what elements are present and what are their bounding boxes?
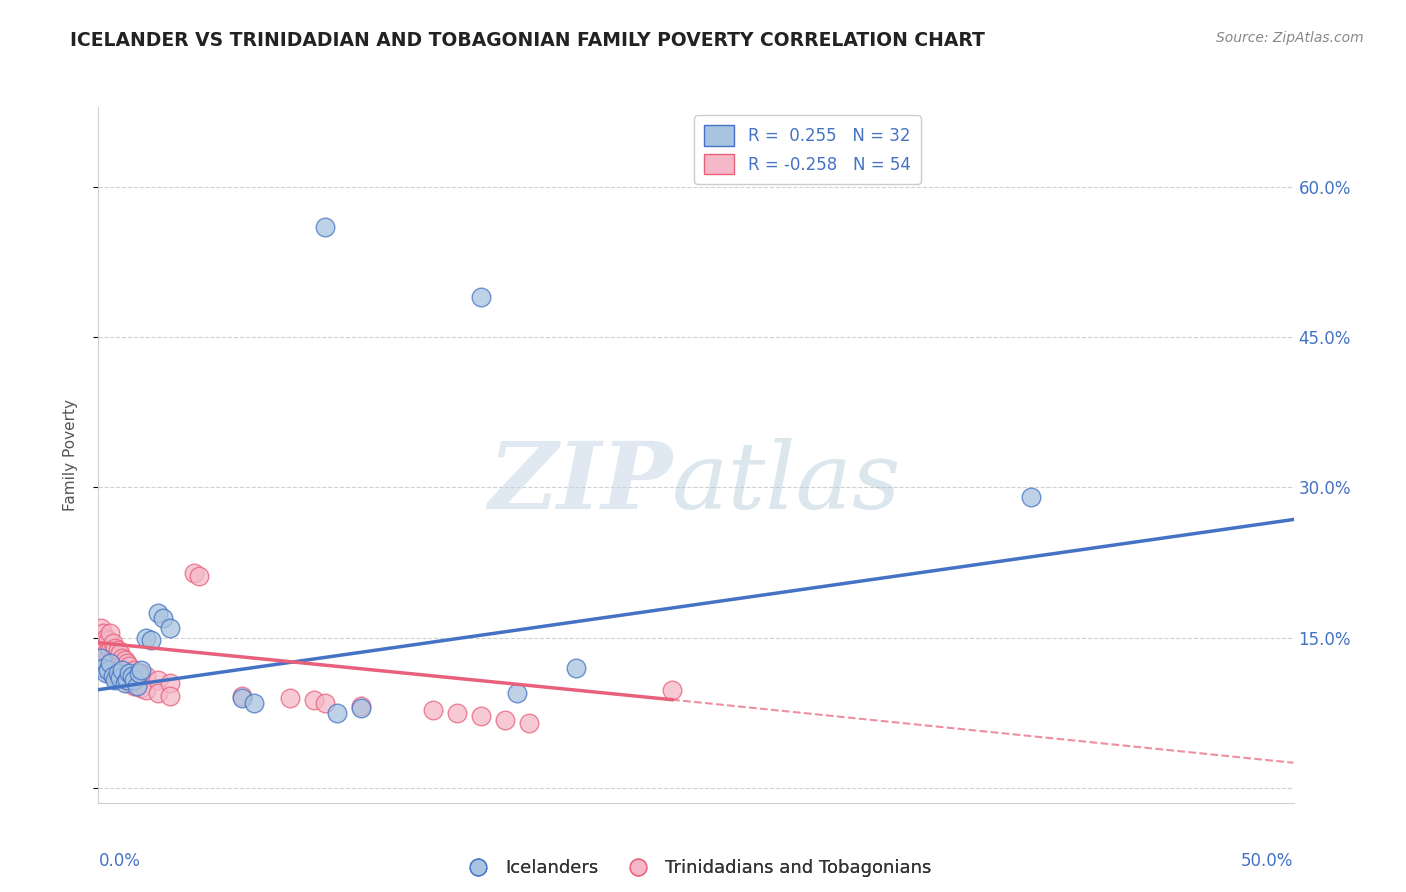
Point: [661, 682, 683, 697]
Point: [159, 675, 181, 690]
Point: [98, 656, 122, 670]
Point: [446, 706, 468, 720]
Point: [135, 668, 157, 682]
Point: [124, 679, 146, 693]
Point: [97, 663, 120, 677]
Point: [101, 650, 124, 665]
Point: [278, 690, 301, 705]
Point: [90, 650, 112, 665]
Point: [131, 681, 153, 695]
Point: [115, 673, 138, 687]
Point: [104, 640, 127, 655]
Point: [108, 646, 131, 660]
Text: 0.0%: 0.0%: [98, 852, 141, 870]
Point: [1019, 491, 1042, 505]
Point: [104, 673, 127, 687]
Point: [90, 635, 112, 649]
Point: [104, 656, 127, 670]
Point: [183, 566, 205, 580]
Point: [107, 642, 129, 657]
Point: [121, 668, 143, 682]
Point: [98, 665, 122, 680]
Point: [131, 665, 153, 680]
Point: [115, 656, 138, 670]
Point: [148, 606, 170, 620]
Legend: Icelanders, Trinidadians and Tobagonians: Icelanders, Trinidadians and Tobagonians: [453, 852, 939, 884]
Point: [91, 660, 114, 674]
Point: [101, 635, 124, 649]
Point: [231, 690, 253, 705]
Point: [94, 660, 117, 674]
Y-axis label: Family Poverty: Family Poverty: [63, 399, 77, 511]
Point: [124, 663, 146, 677]
Point: [111, 665, 134, 680]
Point: [152, 610, 174, 624]
Point: [231, 689, 253, 703]
Point: [91, 625, 114, 640]
Point: [131, 663, 153, 677]
Point: [470, 290, 492, 304]
Point: [91, 640, 114, 655]
Point: [494, 713, 516, 727]
Text: 50.0%: 50.0%: [1241, 852, 1294, 870]
Point: [125, 679, 148, 693]
Text: ICELANDER VS TRINIDADIAN AND TOBAGONIAN FAMILY POVERTY CORRELATION CHART: ICELANDER VS TRINIDADIAN AND TOBAGONIAN …: [70, 31, 986, 50]
Point: [148, 686, 170, 700]
Point: [97, 648, 120, 663]
Point: [107, 665, 129, 680]
Point: [326, 706, 349, 720]
Point: [111, 650, 134, 665]
Point: [159, 689, 181, 703]
Point: [350, 698, 373, 713]
Point: [114, 653, 136, 667]
Point: [94, 665, 117, 680]
Point: [97, 663, 120, 677]
Point: [108, 660, 131, 674]
Point: [139, 632, 162, 647]
Point: [111, 663, 134, 677]
Point: [243, 696, 266, 710]
Point: [94, 646, 117, 660]
Point: [128, 665, 150, 680]
Point: [135, 682, 157, 697]
Text: atlas: atlas: [672, 438, 901, 528]
Point: [90, 650, 112, 665]
Point: [159, 621, 181, 635]
Point: [517, 715, 540, 730]
Point: [422, 703, 444, 717]
Text: Source: ZipAtlas.com: Source: ZipAtlas.com: [1216, 31, 1364, 45]
Point: [118, 675, 141, 690]
Point: [107, 658, 129, 673]
Text: ZIP: ZIP: [488, 438, 672, 528]
Point: [315, 220, 337, 235]
Point: [98, 642, 122, 657]
Point: [506, 686, 529, 700]
Point: [187, 568, 209, 582]
Point: [114, 668, 136, 682]
Point: [91, 656, 114, 670]
Point: [565, 660, 588, 674]
Point: [101, 668, 124, 682]
Point: [90, 621, 112, 635]
Point: [350, 700, 373, 714]
Point: [148, 673, 170, 687]
Point: [124, 673, 146, 687]
Point: [118, 665, 141, 680]
Point: [315, 696, 337, 710]
Point: [470, 708, 492, 723]
Point: [135, 631, 157, 645]
Point: [115, 673, 138, 687]
Point: [302, 692, 325, 706]
Point: [97, 632, 120, 647]
Point: [108, 671, 131, 685]
Point: [98, 625, 122, 640]
Point: [114, 675, 136, 690]
Point: [94, 631, 117, 645]
Point: [118, 658, 141, 673]
